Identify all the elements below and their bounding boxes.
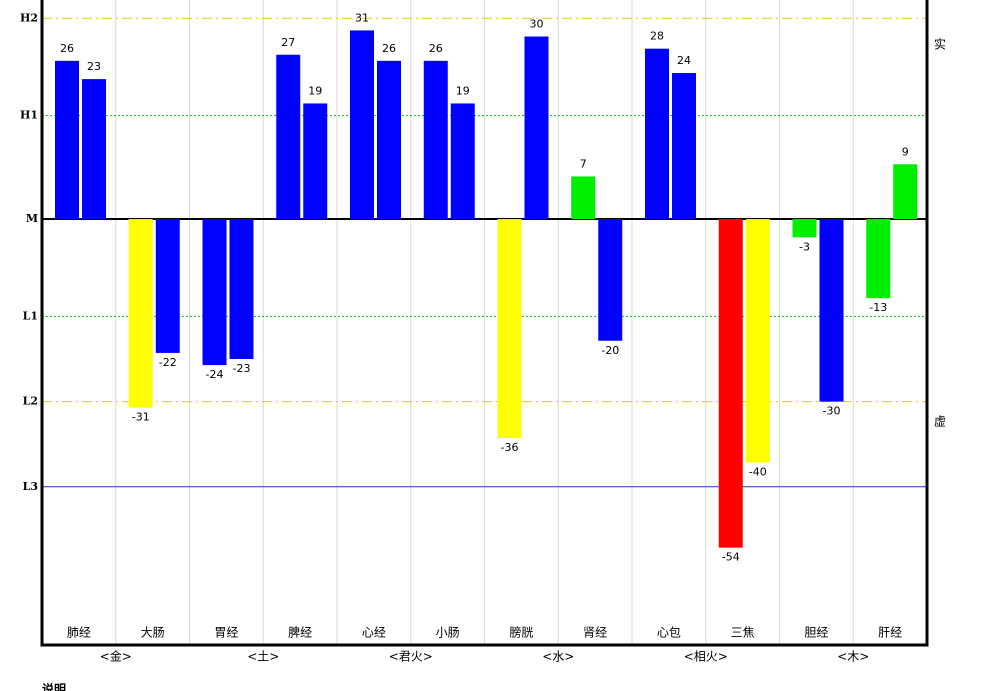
value-label: -40 bbox=[749, 465, 767, 478]
value-label: 9 bbox=[902, 145, 909, 158]
value-label: 30 bbox=[530, 18, 544, 31]
bar bbox=[792, 219, 817, 238]
value-label: -3 bbox=[799, 240, 810, 253]
bar bbox=[303, 103, 328, 220]
value-label: -13 bbox=[869, 301, 887, 314]
value-label: 23 bbox=[87, 60, 101, 73]
value-label: -54 bbox=[722, 551, 740, 564]
group-label: <金> bbox=[100, 649, 132, 664]
bar bbox=[672, 73, 696, 220]
y-tick-label: H2 bbox=[20, 11, 38, 24]
y-tick-label: M bbox=[26, 212, 38, 225]
x-tick-label: 肾经 bbox=[583, 626, 607, 640]
bar bbox=[276, 54, 301, 220]
value-label: -20 bbox=[601, 344, 619, 357]
value-label: -24 bbox=[206, 368, 224, 381]
bar bbox=[155, 219, 180, 353]
value-label: 19 bbox=[308, 84, 322, 97]
bar bbox=[202, 219, 227, 366]
group-label: <水> bbox=[542, 650, 574, 664]
bar bbox=[229, 219, 254, 360]
bar bbox=[350, 30, 374, 220]
group-label: <木> bbox=[837, 650, 869, 664]
y-tick-label: L1 bbox=[23, 309, 38, 322]
bar bbox=[718, 219, 743, 548]
bar bbox=[82, 79, 106, 220]
lower-annotation: 虚 bbox=[934, 415, 946, 429]
x-tick-label: 肺经 bbox=[67, 626, 91, 640]
upper-annotation: 实 bbox=[934, 37, 946, 52]
value-label: 26 bbox=[429, 42, 443, 55]
x-tick-label: 三焦 bbox=[731, 626, 755, 640]
x-tick-label: 胃经 bbox=[214, 626, 238, 640]
value-label: 26 bbox=[60, 42, 74, 55]
value-label: 7 bbox=[580, 157, 587, 170]
y-tick-label: L2 bbox=[23, 395, 38, 408]
x-tick-label: 心经 bbox=[362, 626, 386, 640]
bar bbox=[598, 219, 623, 341]
value-label: -30 bbox=[823, 405, 841, 418]
plot-frame bbox=[40, 0, 929, 647]
bar bbox=[866, 219, 891, 299]
value-label: 28 bbox=[650, 30, 664, 43]
bar bbox=[645, 48, 669, 220]
value-label: 24 bbox=[677, 54, 691, 67]
value-label: 31 bbox=[355, 11, 369, 24]
bar bbox=[497, 219, 522, 439]
bar bbox=[55, 60, 79, 220]
value-label: 27 bbox=[281, 36, 295, 49]
x-tick-label: 脾经 bbox=[288, 625, 312, 640]
bar bbox=[450, 103, 475, 220]
group-label: <相火> bbox=[684, 650, 728, 664]
value-label: -36 bbox=[501, 441, 519, 454]
bar bbox=[893, 164, 918, 220]
value-label: -31 bbox=[132, 411, 150, 424]
bar bbox=[128, 219, 153, 408]
x-tick-label: 大肠 bbox=[141, 626, 165, 640]
bar bbox=[377, 60, 401, 220]
bar bbox=[524, 36, 549, 220]
x-tick-label: 心包 bbox=[657, 626, 681, 640]
group-label: <君火> bbox=[389, 650, 433, 664]
bar bbox=[423, 60, 448, 220]
group-label: <土> bbox=[247, 650, 279, 664]
value-label: -22 bbox=[159, 356, 177, 369]
value-label: 26 bbox=[382, 42, 396, 55]
bar bbox=[819, 219, 844, 402]
value-label: -23 bbox=[233, 362, 251, 375]
value-label: 19 bbox=[456, 84, 470, 97]
x-tick-label: 小肠 bbox=[436, 626, 460, 640]
y-tick-label: H1 bbox=[20, 109, 38, 122]
bar bbox=[571, 176, 596, 220]
x-tick-label: 肝经 bbox=[878, 626, 902, 640]
x-tick-label: 膀胱 bbox=[509, 625, 533, 640]
y-tick-label: L3 bbox=[23, 480, 38, 493]
bar bbox=[745, 219, 770, 463]
x-tick-label: 胆经 bbox=[804, 626, 828, 640]
footer: 说明 bbox=[42, 682, 66, 691]
